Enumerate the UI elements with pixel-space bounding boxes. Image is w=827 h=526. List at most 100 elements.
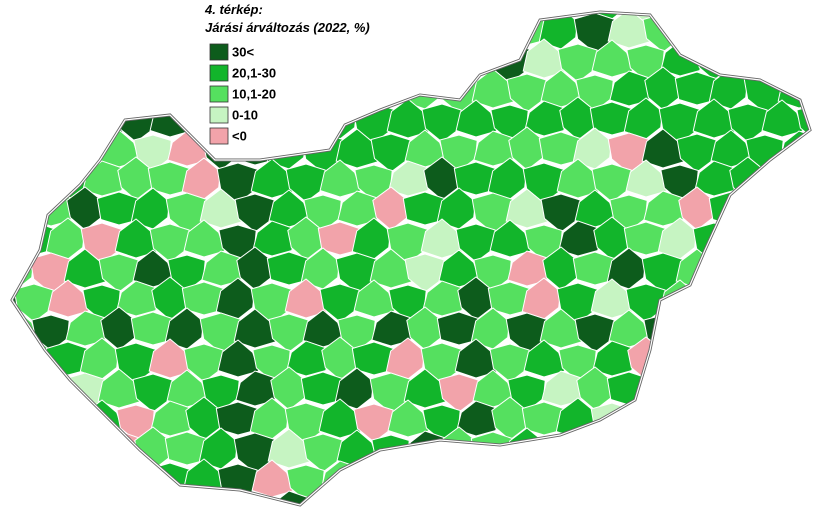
district [470,431,515,466]
district [674,487,715,505]
district [99,430,142,467]
district [796,12,810,17]
district [676,12,719,48]
district [12,39,22,78]
district [13,159,56,198]
district [46,102,89,144]
district [454,462,497,504]
district [573,428,618,469]
district [811,12,827,45]
district [727,12,770,18]
district [113,41,158,76]
district [811,428,827,469]
district [303,70,346,107]
district [642,429,685,468]
district [762,12,801,22]
district [659,403,700,443]
district [777,192,810,234]
district [506,489,549,505]
legend-swatch [209,106,229,124]
district [12,398,57,439]
district [285,39,328,78]
legend-swatch [209,85,229,103]
district [742,187,783,230]
map-title: 4. térkép: [204,2,263,17]
district [746,426,783,471]
district [795,219,810,258]
district [591,39,634,78]
map-subtitle: Járási árváltozás (2022, %) [205,20,370,35]
district [456,12,495,22]
district [813,490,827,526]
district [12,12,18,20]
district [46,12,91,19]
district [761,223,802,263]
district [745,12,788,47]
district [62,71,107,106]
district [200,489,243,505]
district [776,307,810,350]
legend-label: 0-10 [232,107,258,122]
district [419,41,464,76]
district [12,464,19,502]
district [675,372,718,414]
district [62,487,103,505]
district [83,36,120,81]
district [743,488,788,505]
district [81,12,122,23]
district [28,367,69,410]
district [439,12,482,47]
district [12,132,38,174]
district [12,433,37,473]
district [148,462,191,504]
district [760,462,803,504]
district [691,461,736,496]
district [14,460,57,497]
district [115,12,158,18]
district [812,313,827,353]
district [523,463,564,503]
district [12,402,21,444]
district [590,402,633,444]
district [96,67,137,110]
district [421,12,464,18]
legend-swatch [209,43,229,61]
district [12,70,40,107]
district [217,463,258,503]
district [352,12,397,19]
district [693,12,734,23]
district [793,157,810,200]
district [814,375,827,411]
district [693,399,736,438]
district [64,12,107,48]
district [12,486,35,505]
district [677,434,716,472]
district [79,461,124,496]
district [592,464,631,502]
district [691,337,732,380]
district [814,251,827,286]
district [778,493,810,505]
district [371,434,410,472]
district [780,12,810,51]
district [575,490,618,505]
district [541,494,580,505]
district [217,339,260,378]
district [165,68,210,109]
district [759,161,804,196]
legend: 30< 20,1-30 10,1-20 0-10 <0 [209,43,276,145]
district [608,433,649,473]
district [253,96,290,141]
district [283,101,328,136]
legend-swatch [209,64,229,82]
district [338,66,375,111]
district [389,36,426,81]
district [12,12,55,24]
district [624,398,669,439]
district [28,491,73,505]
legend-label: 20,1-30 [232,65,276,80]
district [235,494,274,505]
district [387,12,428,23]
district [47,279,90,318]
